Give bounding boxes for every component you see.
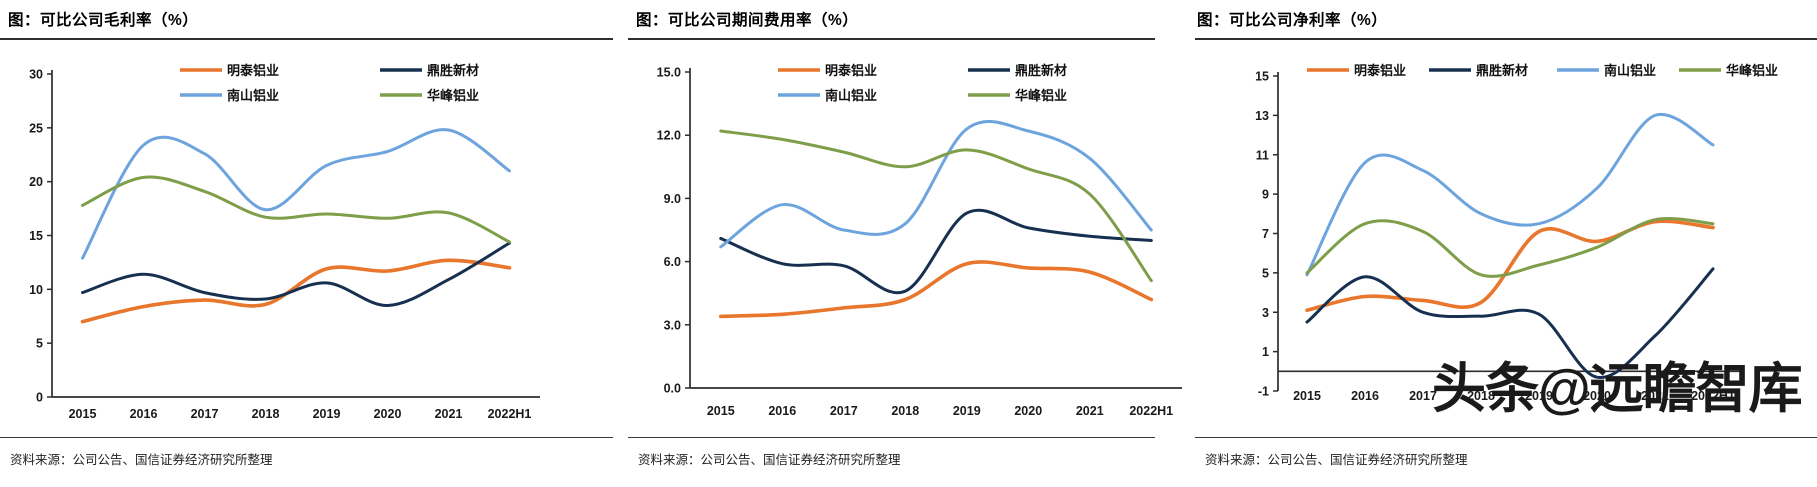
- svg-text:-1: -1: [1258, 385, 1269, 399]
- svg-text:南山铝业: 南山铝业: [227, 88, 279, 103]
- watermark: 头条@远瞻智库: [1432, 359, 1803, 419]
- svg-text:2021: 2021: [1641, 389, 1669, 403]
- svg-text:2020: 2020: [1583, 389, 1611, 403]
- svg-text:南山铝业: 南山铝业: [1604, 63, 1656, 78]
- svg-text:南山铝业: 南山铝业: [825, 88, 877, 103]
- svg-text:13: 13: [1255, 109, 1269, 123]
- line-chart-gross-margin: 0 5 10 15 20 25 30 2015 2016 2017 2018 2019 2020 2021…: [0, 42, 555, 442]
- svg-text:2017: 2017: [830, 404, 858, 418]
- svg-text:2015: 2015: [69, 407, 97, 421]
- svg-text:2022H1: 2022H1: [488, 407, 532, 421]
- svg-text:2019: 2019: [313, 407, 341, 421]
- line-chart-net-margin: -1 1 3 5 7 9 11 13 15 2015 2016 2017 2018 2019 2020 202…: [1195, 42, 1817, 442]
- chart-title: 图：可比公司期间费用率（%）: [636, 12, 859, 29]
- svg-text:0.0: 0.0: [664, 382, 681, 396]
- svg-text:3: 3: [1262, 306, 1269, 320]
- svg-text:12.0: 12.0: [657, 129, 681, 143]
- svg-text:10: 10: [29, 283, 43, 297]
- svg-text:2016: 2016: [130, 407, 158, 421]
- chart-panel-net-margin: 图：可比公司净利率（%） -1 1 3 5 7 9 11 13 15 2015 2016 2017 20…: [1195, 0, 1817, 487]
- svg-text:2021: 2021: [435, 407, 463, 421]
- chart-canvas: 0.0 3.0 6.0 9.0 12.0 15.0 2015 2016 2017 2018 2019…: [657, 63, 1182, 418]
- svg-text:华峰铝业: 华峰铝业: [427, 88, 479, 103]
- svg-text:6.0: 6.0: [664, 255, 681, 269]
- svg-text:3.0: 3.0: [664, 318, 681, 332]
- chart-title: 图：可比公司毛利率（%）: [8, 12, 199, 29]
- title-rule: [628, 38, 1155, 40]
- svg-text:2019: 2019: [953, 404, 981, 418]
- svg-text:1: 1: [1262, 345, 1269, 359]
- svg-text:15.0: 15.0: [657, 66, 681, 80]
- svg-text:5: 5: [1262, 266, 1269, 280]
- source-note: 资料来源：公司公告、国信证券经济研究所整理: [1205, 453, 1468, 467]
- svg-text:明泰铝业: 明泰铝业: [825, 63, 877, 78]
- title-rule: [1195, 38, 1817, 40]
- svg-text:9.0: 9.0: [664, 192, 681, 206]
- source-rule: [1195, 437, 1817, 438]
- svg-text:2016: 2016: [1351, 389, 1379, 403]
- chart-title: 图：可比公司净利率（%）: [1197, 12, 1388, 29]
- svg-text:2020: 2020: [1014, 404, 1042, 418]
- svg-text:2022H1: 2022H1: [1691, 389, 1735, 403]
- title-rule: [0, 38, 613, 40]
- svg-text:2017: 2017: [191, 407, 219, 421]
- svg-text:2018: 2018: [1467, 389, 1495, 403]
- svg-text:0: 0: [36, 391, 43, 405]
- svg-text:华峰铝业: 华峰铝业: [1726, 63, 1778, 78]
- svg-text:15: 15: [1255, 70, 1269, 84]
- source-note: 资料来源：公司公告、国信证券经济研究所整理: [10, 453, 273, 467]
- svg-text:2015: 2015: [1293, 389, 1321, 403]
- source-note: 资料来源：公司公告、国信证券经济研究所整理: [638, 453, 901, 467]
- svg-text:30: 30: [29, 68, 43, 82]
- svg-text:9: 9: [1262, 188, 1269, 202]
- source-rule: [0, 437, 613, 438]
- svg-text:2020: 2020: [374, 407, 402, 421]
- chart-panel-expense-ratio: 图：可比公司期间费用率（%） 0.0 3.0 6.0 9.0 12.0 15.0 2015 2…: [628, 0, 1182, 487]
- svg-text:华峰铝业: 华峰铝业: [1015, 88, 1067, 103]
- svg-text:20: 20: [29, 175, 43, 189]
- source-rule: [628, 437, 1155, 438]
- svg-text:明泰铝业: 明泰铝业: [1354, 63, 1406, 78]
- svg-text:25: 25: [29, 121, 43, 135]
- svg-text:2018: 2018: [891, 404, 919, 418]
- svg-text:5: 5: [36, 337, 43, 351]
- svg-text:15: 15: [29, 229, 43, 243]
- svg-text:11: 11: [1256, 148, 1269, 162]
- line-chart-expense-ratio: 0.0 3.0 6.0 9.0 12.0 15.0 2015 2016 2017 2018 2019…: [628, 42, 1188, 442]
- svg-text:2015: 2015: [707, 404, 735, 418]
- svg-text:7: 7: [1262, 227, 1269, 241]
- svg-text:鼎胜新材: 鼎胜新材: [427, 63, 479, 78]
- svg-text:2019: 2019: [1525, 389, 1553, 403]
- svg-text:2017: 2017: [1409, 389, 1437, 403]
- svg-text:2016: 2016: [768, 404, 796, 418]
- svg-text:鼎胜新材: 鼎胜新材: [1476, 63, 1528, 78]
- svg-text:2021: 2021: [1076, 404, 1104, 418]
- svg-text:2022H1: 2022H1: [1129, 404, 1173, 418]
- svg-text:鼎胜新材: 鼎胜新材: [1015, 63, 1067, 78]
- chart-canvas: 0 5 10 15 20 25 30 2015 2016 2017 2018 2019 2020 2021…: [29, 63, 540, 421]
- chart-panel-gross-margin: 图：可比公司毛利率（%） 0 5 10 15 20 25 30 2015 2016 2017 201…: [0, 0, 613, 487]
- svg-text:明泰铝业: 明泰铝业: [227, 63, 279, 78]
- svg-text:2018: 2018: [252, 407, 280, 421]
